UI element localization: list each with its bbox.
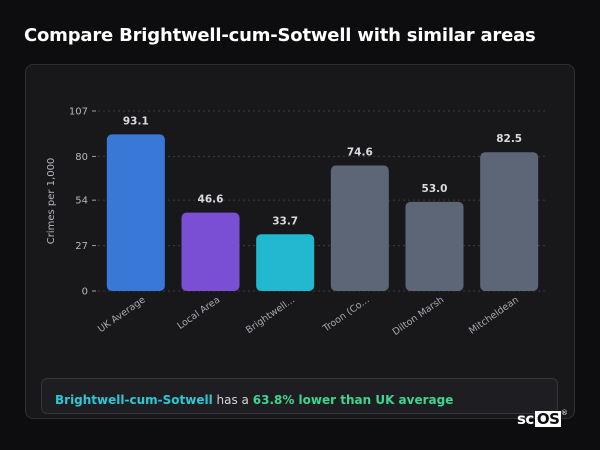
y-tick-label: 0 <box>82 287 88 298</box>
bar-4 <box>405 201 464 291</box>
brand-prefix: sc <box>517 410 534 428</box>
bar-0 <box>106 134 165 291</box>
bar-chart: 0 27 54 80 107 Crimes per 1,000 93.1 UK Average… <box>46 107 546 338</box>
bar-value-label: 74.6 <box>347 147 373 159</box>
y-tick-label: 80 <box>75 152 88 163</box>
y-tick-label: 27 <box>75 241 88 252</box>
x-tick-label: Local Area <box>175 294 222 331</box>
bar-value-label: 33.7 <box>272 215 298 227</box>
y-tick-label: 54 <box>75 196 88 207</box>
bar-2 <box>256 234 315 291</box>
bar-value-label: 53.0 <box>422 183 448 195</box>
brand-reg: ® <box>560 409 568 417</box>
bar-3 <box>330 165 389 291</box>
bar-value-label: 82.5 <box>496 133 522 145</box>
bar-5 <box>480 152 539 291</box>
x-tick-label: Brightwell... <box>244 294 297 336</box>
page-title: Compare Brightwell-cum-Sotwell with simi… <box>24 25 536 46</box>
x-tick-label: Troon (Co... <box>320 294 371 334</box>
x-tick-label: UK Average <box>96 294 148 335</box>
bar-value-label: 93.1 <box>123 115 149 127</box>
brand-logo: sc OS ® <box>517 409 568 428</box>
callout-comparison: 63.8% lower than UK average <box>252 393 454 407</box>
bar-1 <box>181 212 240 291</box>
callout-area-name: Brightwell-cum-Sotwell <box>55 393 213 407</box>
x-tick-label: Mitcheldean <box>467 294 521 336</box>
callout-middle-text: has a <box>216 393 249 407</box>
y-axis-label: Crimes per 1,000 <box>46 158 57 245</box>
comparison-callout: Brightwell-cum-Sotwell has a 63.8% lower… <box>41 378 558 414</box>
chart-card: 0 27 54 80 107 Crimes per 1,000 93.1 UK Average… <box>25 64 575 419</box>
x-tick-label: Dilton Marsh <box>391 294 447 337</box>
y-tick-label: 107 <box>69 107 88 118</box>
bar-value-label: 46.6 <box>198 194 224 206</box>
brand-boxed: OS <box>534 410 562 428</box>
